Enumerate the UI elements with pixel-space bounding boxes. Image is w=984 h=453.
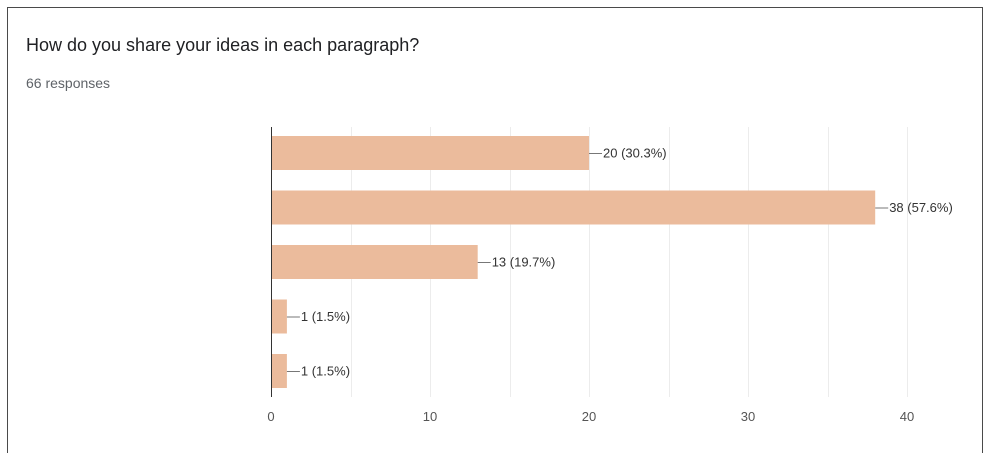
bar <box>271 245 478 279</box>
bar <box>271 299 287 334</box>
x-tick-label: 30 <box>741 409 755 424</box>
x-tick-label: 20 <box>582 409 596 424</box>
gridlines <box>351 127 908 397</box>
tick-labels: 0 10 20 30 40 <box>267 409 914 424</box>
data-labels: 20 (30.3%) 38 (57.6%) 13 (19.7%) 1 (1.5%) 1 … <box>286 146 953 379</box>
data-label: 1 (1.5%) <box>301 309 350 324</box>
x-tick-label: 0 <box>267 409 274 424</box>
x-tick-label: 10 <box>423 409 437 424</box>
data-label: 20 (30.3%) <box>603 146 667 161</box>
data-label: 13 (19.7%) <box>492 255 556 270</box>
bar <box>271 354 287 388</box>
response-count: 66 responses <box>26 75 111 91</box>
bar <box>271 190 876 225</box>
bars <box>271 136 876 388</box>
bar <box>271 136 589 170</box>
data-label: 1 (1.5%) <box>301 364 350 379</box>
data-label: 38 (57.6%) <box>889 200 953 215</box>
x-tick-label: 40 <box>900 409 914 424</box>
question-title: How do you share your ideas in each para… <box>26 35 420 55</box>
question-card <box>7 7 983 453</box>
